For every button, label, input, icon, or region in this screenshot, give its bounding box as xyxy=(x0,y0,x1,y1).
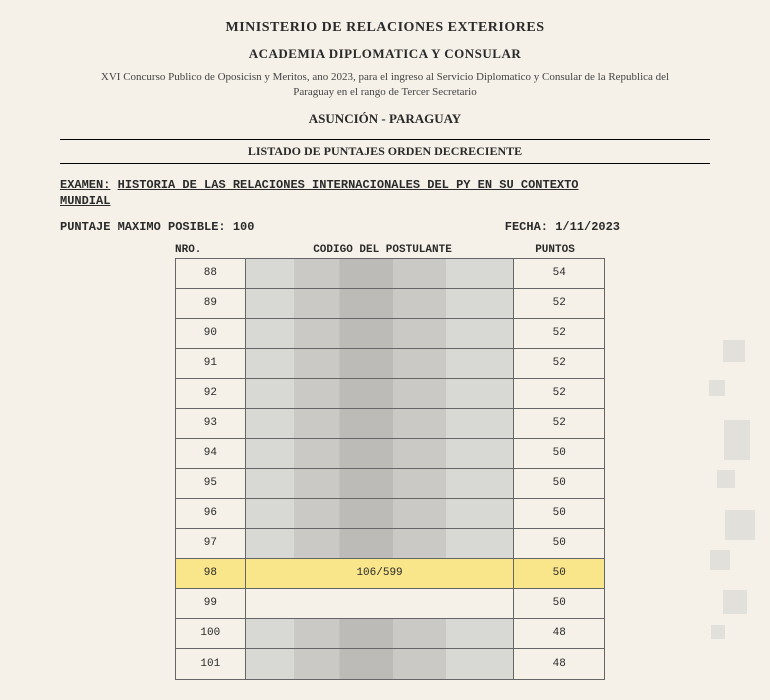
redacted-block xyxy=(246,349,514,378)
location-line: ASUNCIÓN - PARAGUAY xyxy=(60,111,710,127)
redacted-block xyxy=(246,289,514,318)
redacted-block xyxy=(246,469,514,498)
cell-nro: 101 xyxy=(176,649,246,679)
table-row: 98106/59950 xyxy=(176,559,604,589)
cell-codigo xyxy=(246,469,515,498)
cell-codigo xyxy=(246,499,515,528)
cell-nro: 94 xyxy=(176,439,246,468)
cell-nro: 93 xyxy=(176,409,246,438)
cell-codigo: 106/599 xyxy=(246,559,515,588)
redacted-block xyxy=(246,649,514,679)
cell-puntos: 52 xyxy=(514,409,604,438)
cell-puntos: 52 xyxy=(514,379,604,408)
cell-codigo xyxy=(246,259,515,288)
ministry-title: MINISTERIO DE RELACIONES EXTERIORES xyxy=(60,20,710,36)
redacted-block xyxy=(246,379,514,408)
cell-nro: 99 xyxy=(176,589,246,618)
cell-codigo xyxy=(246,619,515,648)
cell-puntos: 52 xyxy=(514,319,604,348)
col-header-nro: NRO. xyxy=(175,244,265,256)
redacted-block xyxy=(246,319,514,348)
cell-codigo xyxy=(246,409,515,438)
cell-codigo xyxy=(246,589,515,618)
cell-nro: 89 xyxy=(176,289,246,318)
redacted-block xyxy=(246,499,514,528)
cell-puntos: 48 xyxy=(514,649,604,679)
cell-nro: 100 xyxy=(176,619,246,648)
cell-nro: 95 xyxy=(176,469,246,498)
redacted-block xyxy=(246,619,514,648)
cell-nro: 88 xyxy=(176,259,246,288)
cell-puntos: 50 xyxy=(514,439,604,468)
table-row: 101 48 xyxy=(176,649,604,679)
max-value: 100 xyxy=(233,220,255,234)
redacted-block xyxy=(246,439,514,468)
contest-description: XVI Concurso Publico de Oposicisn y Meri… xyxy=(100,70,670,101)
cell-codigo xyxy=(246,439,515,468)
cell-codigo xyxy=(246,379,515,408)
cell-puntos: 52 xyxy=(514,289,604,318)
cell-codigo xyxy=(246,319,515,348)
meta-row: PUNTAJE MAXIMO POSIBLE: 100 FECHA: 1/11/… xyxy=(60,220,710,234)
academy-title: ACADEMIA DIPLOMATICA Y CONSULAR xyxy=(60,46,710,62)
cell-codigo xyxy=(246,349,515,378)
cell-nro: 91 xyxy=(176,349,246,378)
cell-puntos: 50 xyxy=(514,589,604,618)
exam-line-2: MUNDIAL xyxy=(60,194,710,208)
cell-codigo xyxy=(246,289,515,318)
col-header-puntos: PUNTOS xyxy=(500,244,590,256)
col-header-codigo: CODIGO DEL POSTULANTE xyxy=(265,244,500,256)
table-row: 96 50 xyxy=(176,499,604,529)
table-row: 90 52 xyxy=(176,319,604,349)
side-pixelation xyxy=(685,340,755,660)
score-table: 88 54 89 52 90 52 91 52 92 52 93 52 94 50 95 50 96 50 97 50… xyxy=(175,258,605,680)
table-row: 97 50 xyxy=(176,529,604,559)
document-page: MINISTERIO DE RELACIONES EXTERIORES ACAD… xyxy=(0,0,770,700)
cell-nro: 98 xyxy=(176,559,246,588)
list-title: LISTADO DE PUNTAJES ORDEN DECRECIENTE xyxy=(60,144,710,159)
table-row: 99 50 xyxy=(176,589,604,619)
date-label: FECHA: xyxy=(505,220,548,234)
cell-puntos: 50 xyxy=(514,469,604,498)
cell-nro: 97 xyxy=(176,529,246,558)
exam-line-1: EXAMEN: HISTORIA DE LAS RELACIONES INTER… xyxy=(60,178,710,192)
max-label: PUNTAJE MAXIMO POSIBLE: xyxy=(60,220,226,234)
table-row: 95 50 xyxy=(176,469,604,499)
date-value: 1/11/2023 xyxy=(555,220,620,234)
table-row: 91 52 xyxy=(176,349,604,379)
cell-nro: 96 xyxy=(176,499,246,528)
table-row: 88 54 xyxy=(176,259,604,289)
list-title-bar: LISTADO DE PUNTAJES ORDEN DECRECIENTE xyxy=(60,139,710,164)
cell-puntos: 50 xyxy=(514,559,604,588)
cell-puntos: 54 xyxy=(514,259,604,288)
exam-date: FECHA: 1/11/2023 xyxy=(505,220,620,234)
cell-nro: 92 xyxy=(176,379,246,408)
redacted-block xyxy=(246,529,514,558)
table-row: 89 52 xyxy=(176,289,604,319)
max-score: PUNTAJE MAXIMO POSIBLE: 100 xyxy=(60,220,254,234)
redacted-block xyxy=(246,409,514,438)
document-header: MINISTERIO DE RELACIONES EXTERIORES ACAD… xyxy=(60,20,710,127)
cell-codigo xyxy=(246,529,515,558)
exam-label: EXAMEN: xyxy=(60,178,110,192)
table-row: 93 52 xyxy=(176,409,604,439)
cell-puntos: 50 xyxy=(514,499,604,528)
table-row: 94 50 xyxy=(176,439,604,469)
cell-puntos: 48 xyxy=(514,619,604,648)
exam-name-1: HISTORIA DE LAS RELACIONES INTERNACIONAL… xyxy=(118,178,579,192)
cell-codigo xyxy=(246,649,515,679)
table-row: 92 52 xyxy=(176,379,604,409)
cell-nro: 90 xyxy=(176,319,246,348)
table-row: 100 48 xyxy=(176,619,604,649)
column-headers: NRO. CODIGO DEL POSTULANTE PUNTOS xyxy=(60,244,710,256)
cell-puntos: 50 xyxy=(514,529,604,558)
cell-puntos: 52 xyxy=(514,349,604,378)
redacted-block xyxy=(246,259,514,288)
